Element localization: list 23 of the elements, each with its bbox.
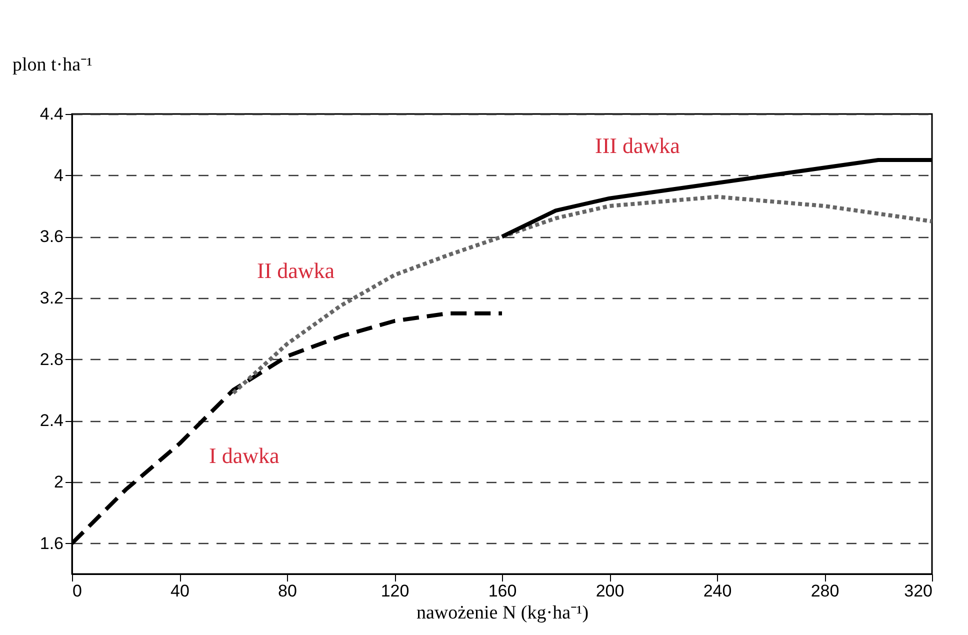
y-tick-label: 3.6 [40,227,64,246]
y-tick-label: 2 [54,472,64,492]
x-tick-label: 80 [278,582,297,600]
y-tick-label: 2.8 [40,350,64,369]
x-tick-label: 240 [703,582,732,600]
x-tick-label: 280 [810,582,840,600]
x-axis-title: nawożenie N (kg·ha⁻¹) [416,602,589,624]
x-tick-label: 200 [596,582,624,600]
x-tick-label: 320 [904,582,932,600]
y-tick-label: 2.4 [40,411,64,430]
x-tick-label: 120 [380,582,410,600]
line-series [231,194,932,396]
annotation: I dawka [209,443,280,468]
annotation: III dawka [595,133,680,158]
x-tick-label: 0 [72,582,82,600]
x-tick-label: 40 [170,582,190,600]
y-tick-label: 3.2 [40,288,64,308]
y-tick-label: 4.4 [40,104,64,124]
x-tick-label: 160 [488,582,517,600]
y-tick-label: 4 [54,166,64,185]
y-tick-label: 1.6 [40,534,64,553]
y-axis-title: plon t·ha⁻¹ [12,54,93,76]
annotation: II dawka [257,258,335,283]
